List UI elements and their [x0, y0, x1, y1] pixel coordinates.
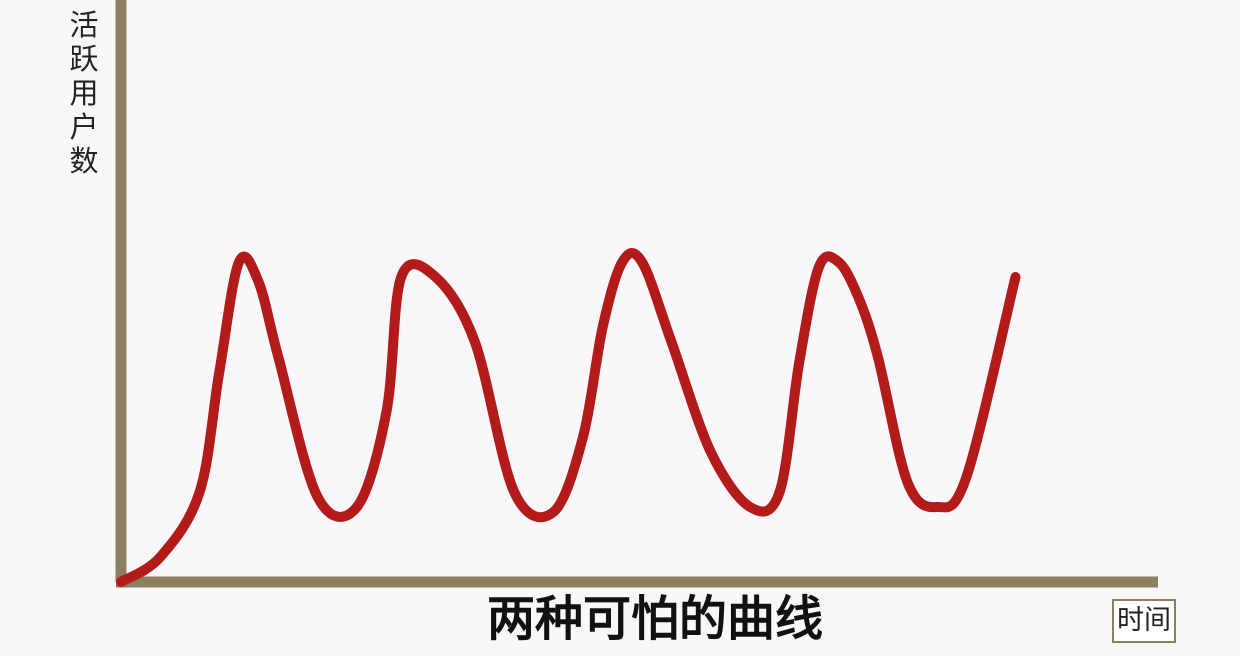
chart-title: 两种可怕的曲线	[486, 591, 823, 647]
activity-curve-line	[116, 248, 1021, 587]
y-axis-label: 活跃用户数	[69, 8, 99, 178]
x-axis-label: 时间	[1112, 599, 1176, 643]
